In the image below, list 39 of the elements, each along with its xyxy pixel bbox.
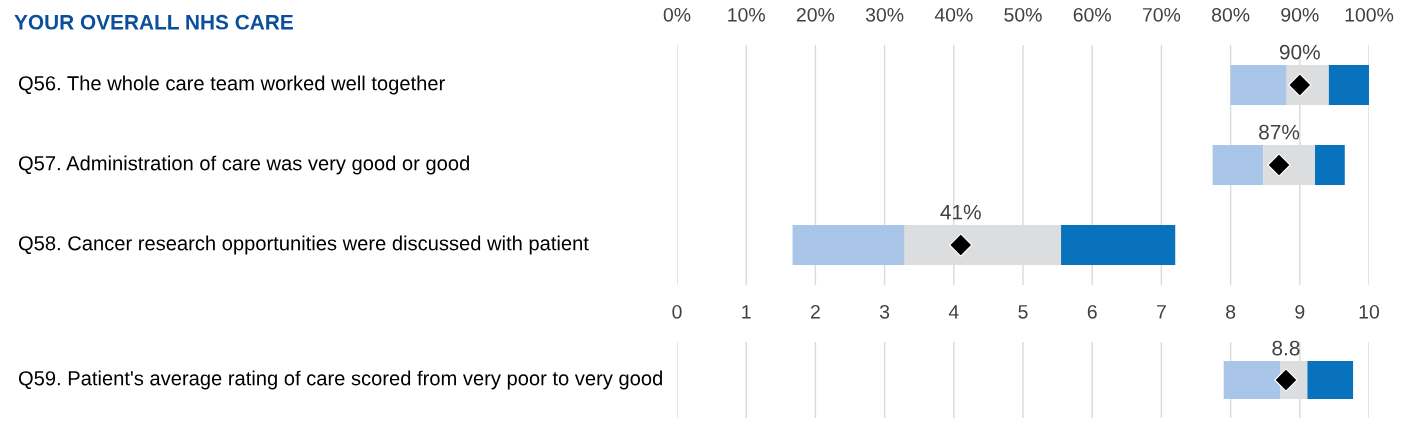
x-tick-label: 10 [1359, 304, 1380, 319]
x-tick-label: 40% [934, 7, 973, 22]
x-tick-label: 100% [1345, 7, 1394, 22]
data-label: 8.8 [1272, 340, 1300, 356]
x-tick-label: 70% [1142, 7, 1181, 22]
bar [1307, 361, 1354, 399]
x-tick-label: 0 [672, 304, 682, 319]
data-label: 90% [1279, 44, 1320, 60]
x-tick-label: 10% [728, 7, 765, 22]
x-tick-label: 20% [796, 7, 835, 22]
x-tick-label: 50% [1004, 7, 1042, 22]
x-tick-label: 4 [948, 305, 959, 319]
bar [792, 225, 905, 265]
bar [1223, 361, 1281, 399]
x-tick-label: 8 [1226, 304, 1236, 319]
x-tick-label: 1 [742, 305, 751, 319]
x-tick-label: 5 [1018, 305, 1028, 319]
bar [1315, 145, 1345, 185]
bar [1212, 145, 1264, 185]
x-tick-label: 2 [810, 304, 820, 319]
data-label: 87% [1259, 124, 1300, 140]
x-tick-label: 6 [1087, 304, 1097, 319]
x-tick-label: 0% [663, 7, 691, 22]
data-label: 41% [940, 204, 981, 220]
x-tick-label: 3 [879, 304, 890, 319]
text: YOUR OVERALL NHS CARE [14, 14, 293, 30]
x-tick-label: 30% [865, 7, 904, 22]
bar [1230, 65, 1287, 105]
x-tick-label: 80% [1211, 7, 1250, 22]
x-tick-label: 60% [1073, 7, 1111, 22]
y-tick-label: Q57. Administration of care was very good or good [18, 155, 469, 175]
y-tick-label: Q56. The whole care team worked well together [18, 75, 445, 95]
y-tick-label: Q59. Patient's average rating of care scored from very poor to very good [18, 370, 662, 390]
bar [1328, 65, 1369, 105]
x-tick-label: 7 [1156, 305, 1166, 319]
y-tick-label: Q58. Cancer research opportunities were discussed with patient [18, 235, 589, 255]
x-tick-label: 9 [1295, 304, 1305, 319]
bar [1061, 225, 1176, 265]
x-tick-label: 90% [1281, 7, 1319, 22]
